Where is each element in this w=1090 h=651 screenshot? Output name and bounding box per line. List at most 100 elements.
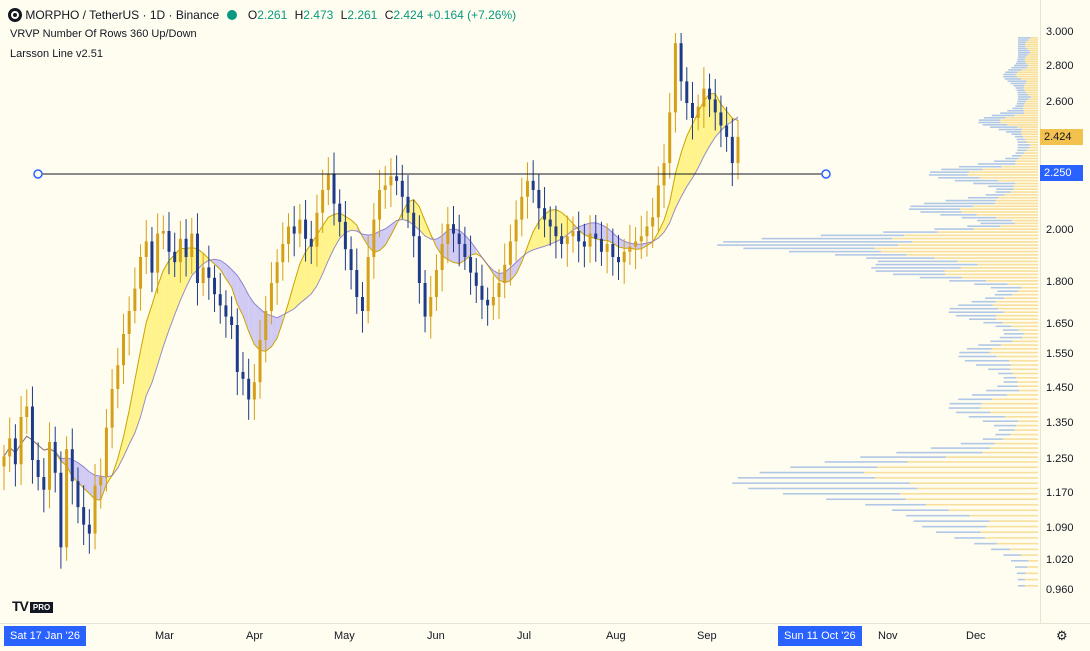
candle-body (429, 297, 433, 317)
band-segment (134, 350, 141, 433)
vp-down-bar (1011, 66, 1027, 69)
ohlc-open-value: 2.261 (257, 8, 288, 22)
chart-canvas[interactable] (0, 0, 1040, 623)
candle-body (480, 285, 484, 300)
vp-up-bar (989, 520, 1038, 522)
vp-down-bar (978, 344, 1001, 346)
vp-down-bar (1017, 49, 1030, 52)
candle-body (19, 417, 23, 465)
band-segment (151, 286, 158, 383)
vp-up-bar (1020, 78, 1038, 80)
vp-up-bar (957, 260, 1038, 263)
candle-body (440, 244, 444, 270)
vp-up-bar (1000, 121, 1038, 124)
candle-body (736, 136, 740, 164)
vp-up-bar (1023, 333, 1038, 335)
tradingview-logo[interactable]: TV PRO (12, 598, 54, 614)
vp-up-bar (1018, 157, 1038, 160)
candle-body (161, 231, 165, 234)
candle-body (639, 236, 643, 242)
vp-up-bar (1017, 71, 1038, 73)
band-segment (322, 217, 329, 274)
vp-down-bar (948, 407, 981, 409)
vp-down-bar (954, 179, 998, 182)
time-tick-jun: Jun (427, 630, 445, 642)
vp-up-bar (1028, 560, 1038, 562)
vp-up-bar (1029, 146, 1038, 149)
symbol-legend[interactable]: MORPHO / TetherUS · 1D · Binance O2.261 … (8, 8, 516, 22)
vp-down-bar (761, 237, 893, 240)
candle-body (224, 305, 228, 317)
price-axis[interactable] (1040, 0, 1090, 623)
vp-up-bar (1028, 98, 1038, 100)
vp-up-bar (1023, 107, 1038, 110)
vp-up-bar (1022, 336, 1038, 339)
vp-up-bar (1023, 109, 1038, 112)
vp-up-bar (1013, 188, 1038, 190)
candle-body (42, 477, 46, 490)
vp-down-bar (959, 351, 990, 354)
vp-up-bar (990, 447, 1038, 449)
candle-body (360, 297, 364, 311)
time-axis[interactable] (0, 623, 1090, 651)
vp-up-bar (1005, 117, 1038, 119)
vp-down-bar (1007, 80, 1027, 82)
logo-text: TV (12, 598, 29, 614)
candle-body (434, 270, 438, 297)
candle-body (503, 264, 507, 283)
vp-up-bar (1018, 420, 1038, 422)
candle-body (173, 251, 177, 263)
candle-body (582, 241, 586, 247)
vp-up-bar (994, 442, 1038, 445)
candle-body (82, 507, 86, 525)
logo-badge: PRO (29, 602, 54, 613)
price-chart[interactable] (0, 0, 1040, 623)
vp-up-bar (1003, 311, 1038, 313)
band-segment (174, 248, 181, 315)
vp-up-bar (1023, 87, 1038, 89)
candle-body (713, 99, 717, 113)
vp-up-bar (1025, 572, 1038, 575)
candle-body (321, 189, 325, 213)
vp-down-bar (1017, 47, 1027, 50)
vp-down-bar (990, 126, 1018, 128)
candle-body (525, 180, 529, 197)
candle-body (286, 226, 290, 244)
band-segment (669, 173, 676, 223)
candle-body (537, 189, 541, 209)
vp-down-bar (995, 433, 1011, 436)
vp-up-bar (1007, 394, 1038, 396)
vp-up-bar (1015, 73, 1038, 76)
vp-up-bar (996, 542, 1038, 545)
indicator-legend-vrvp[interactable]: VRVP Number Of Rows 360 Up/Down (10, 28, 197, 40)
symbol-title[interactable]: MORPHO / TetherUS · 1D · Binance (25, 8, 220, 22)
vp-down-bar (966, 348, 992, 350)
vp-down-bar (998, 429, 1015, 431)
gear-icon[interactable]: ⚙ (1056, 628, 1068, 643)
candle-body (611, 244, 615, 257)
vp-down-bar (971, 394, 1008, 396)
vp-up-bar (980, 531, 1038, 534)
candle-body (298, 219, 302, 234)
indicator-legend-larsson[interactable]: Larsson Line v2.51 (10, 48, 103, 60)
vp-up-bar (874, 247, 1038, 250)
vp-up-bar (1010, 191, 1038, 193)
price-tick-label: 1.350 (1046, 417, 1074, 429)
vp-up-bar (899, 493, 1038, 495)
vp-down-bar (922, 525, 987, 528)
candle-body (543, 208, 547, 220)
vp-up-bar (1011, 219, 1038, 222)
vp-up-bar (945, 273, 1038, 276)
vp-down-bar (896, 451, 983, 454)
vp-up-bar (977, 263, 1038, 266)
candle-body (378, 189, 382, 220)
time-start-tag: Sat 17 Jan '26 (4, 626, 86, 646)
candle-body (53, 442, 57, 473)
vp-up-bar (945, 456, 1038, 458)
price-tick-label: 1.650 (1046, 318, 1074, 330)
candle-body (30, 406, 34, 460)
candle-body (452, 224, 456, 234)
vp-down-bar (824, 461, 908, 463)
current-price-tag: 2.424 (1040, 129, 1083, 145)
band-segment (299, 251, 306, 304)
